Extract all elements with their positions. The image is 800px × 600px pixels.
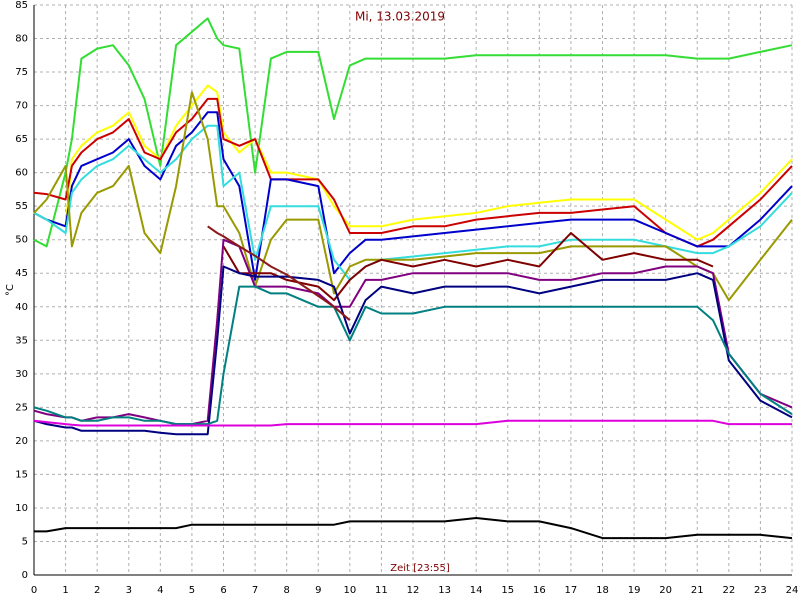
y-tick-label: 70 [15, 101, 28, 112]
x-tick-label: 4 [157, 585, 163, 596]
x-tick-label: 20 [659, 585, 672, 596]
y-tick-label: 55 [15, 201, 28, 212]
x-tick-label: 8 [283, 585, 289, 596]
y-tick-label: 35 [15, 335, 28, 346]
x-tick-label: 16 [533, 585, 546, 596]
y-tick-label: 30 [15, 369, 28, 380]
x-tick-label: 5 [189, 585, 195, 596]
x-tick-label: 23 [754, 585, 767, 596]
data-line [33, 124, 793, 281]
x-tick-label: 12 [407, 585, 420, 596]
x-tick-label: 13 [438, 585, 451, 596]
y-tick-label: 15 [15, 469, 28, 480]
y-axis-label: °C [5, 284, 16, 296]
data-line [207, 225, 351, 321]
y-tick-label: 20 [15, 436, 28, 447]
y-tick-label: 80 [15, 34, 28, 45]
x-tick-label: 1 [62, 585, 68, 596]
y-tick-label: 25 [15, 402, 28, 413]
data-line [33, 97, 793, 248]
y-tick-label: 5 [22, 536, 28, 547]
data-line [33, 265, 793, 436]
x-axis-label: Zeit [23:55] [390, 563, 450, 574]
x-tick-label: 22 [722, 585, 735, 596]
data-line [222, 232, 714, 302]
y-tick-label: 60 [15, 168, 28, 179]
y-tick-label: 85 [15, 0, 28, 11]
data-line [33, 419, 792, 427]
y-tick-label: 45 [15, 268, 28, 279]
y-tick-label: 50 [15, 235, 28, 246]
data-line [33, 84, 793, 241]
x-tick-label: 10 [343, 585, 356, 596]
data-line [33, 285, 793, 426]
y-tick-label: 10 [15, 503, 28, 514]
x-tick-label: 14 [470, 585, 483, 596]
x-tick-label: 0 [31, 585, 37, 596]
x-tick-label: 24 [786, 585, 799, 596]
x-tick-label: 19 [628, 585, 641, 596]
data-line [33, 91, 793, 302]
data-line [34, 517, 793, 540]
x-tick-label: 18 [596, 585, 609, 596]
y-tick-label: 65 [15, 134, 28, 145]
data-line [33, 17, 793, 248]
x-tick-label: 11 [375, 585, 388, 596]
y-tick-label: 0 [22, 570, 28, 581]
x-tick-label: 15 [501, 585, 514, 596]
x-tick-label: 6 [220, 585, 226, 596]
x-tick-label: 2 [94, 585, 100, 596]
x-tick-label: 7 [252, 585, 258, 596]
x-tick-label: 21 [691, 585, 704, 596]
data-line [33, 111, 793, 281]
x-tick-label: 17 [565, 585, 578, 596]
y-tick-label: 75 [15, 67, 28, 78]
x-tick-label: 9 [315, 585, 321, 596]
y-tick-label: 40 [15, 302, 28, 313]
chart-title: Mi, 13.03.2019 [355, 10, 445, 24]
x-tick-label: 3 [126, 585, 132, 596]
